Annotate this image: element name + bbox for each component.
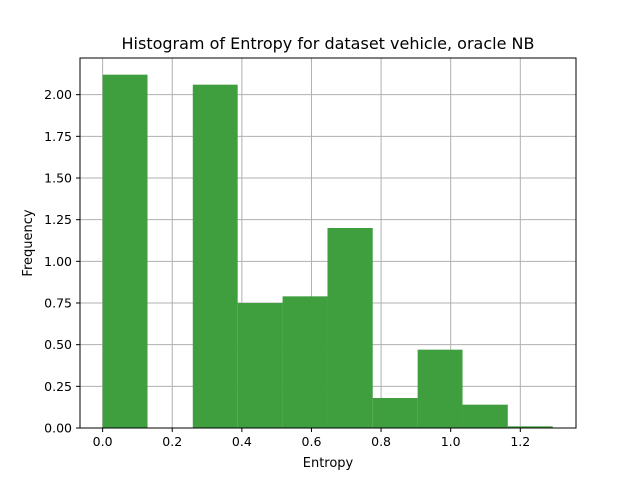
histogram-bar: [327, 228, 373, 428]
x-axis-label: Entropy: [303, 456, 354, 471]
histogram-bar: [462, 404, 508, 428]
y-tick-label: 0.25: [44, 379, 72, 394]
plot-frame: [79, 57, 577, 429]
x-tick-label: 1.2: [510, 434, 530, 449]
histogram-bar: [507, 426, 553, 428]
y-tick-label: 0.00: [44, 421, 72, 436]
x-tick-label: 0.6: [302, 434, 322, 449]
x-tick-label: 1.0: [441, 434, 461, 449]
grid-lines: [80, 58, 576, 429]
histogram-bar: [417, 349, 463, 428]
histogram-bar: [102, 74, 148, 429]
y-tick-label: 1.50: [44, 171, 72, 186]
y-tick-label: 1.75: [44, 129, 72, 144]
y-tick-label: 0.50: [44, 337, 72, 352]
x-tick-label: 0.0: [93, 434, 113, 449]
histogram-bar: [372, 398, 418, 428]
histogram-bars: [102, 74, 553, 429]
y-tick-label: 1.25: [44, 212, 72, 227]
y-tick-label: 2.00: [44, 87, 72, 102]
y-tick-label: 1.00: [44, 254, 72, 269]
histogram-bar: [192, 84, 238, 429]
histogram-bar: [282, 296, 328, 428]
histogram-bar: [237, 303, 283, 428]
y-tick-label: 0.75: [44, 296, 72, 311]
axis-ticks: 0.0 0.2 0.4 0.6 0.8 1.0 1.2 0.00 0.25 0.50 0.75 1.0…: [44, 87, 530, 449]
x-tick-label: 0.4: [232, 434, 252, 449]
x-tick-label: 0.8: [371, 434, 391, 449]
chart-title: Histogram of Entropy for dataset vehicle…: [122, 34, 535, 53]
y-axis-label: Frequency: [21, 209, 36, 276]
x-tick-label: 0.2: [162, 434, 182, 449]
